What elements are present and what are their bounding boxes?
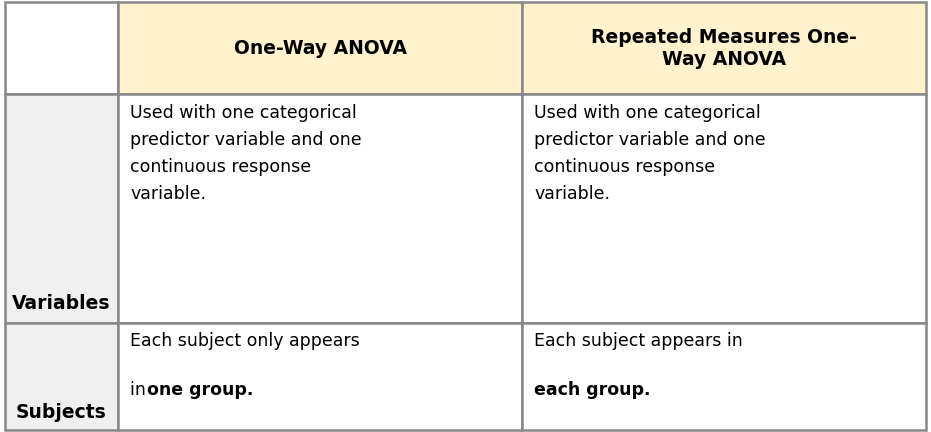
Text: Used with one categorical
predictor variable and one
continuous response
variabl: Used with one categorical predictor vari… (534, 104, 766, 203)
Bar (522, 94, 926, 323)
Text: one group.: one group. (147, 381, 253, 399)
Text: Subjects: Subjects (16, 403, 107, 422)
Text: Each subject appears in: Each subject appears in (534, 333, 743, 350)
Bar (118, 94, 522, 323)
Text: Each subject only appears: Each subject only appears (130, 333, 360, 350)
Text: Variables: Variables (12, 295, 111, 314)
Text: in: in (130, 381, 152, 399)
Bar (522, 2, 926, 94)
Text: each group.: each group. (534, 381, 651, 399)
Text: Repeated Measures One-
Way ANOVA: Repeated Measures One- Way ANOVA (591, 28, 857, 69)
Text: One-Way ANOVA: One-Way ANOVA (234, 38, 407, 57)
Bar (5, 94, 118, 323)
Bar (5, 323, 118, 430)
Text: Used with one categorical
predictor variable and one
continuous response
variabl: Used with one categorical predictor vari… (130, 104, 362, 203)
Bar (5, 2, 118, 94)
Bar (118, 2, 522, 94)
Bar (118, 323, 522, 430)
Bar (522, 323, 926, 430)
